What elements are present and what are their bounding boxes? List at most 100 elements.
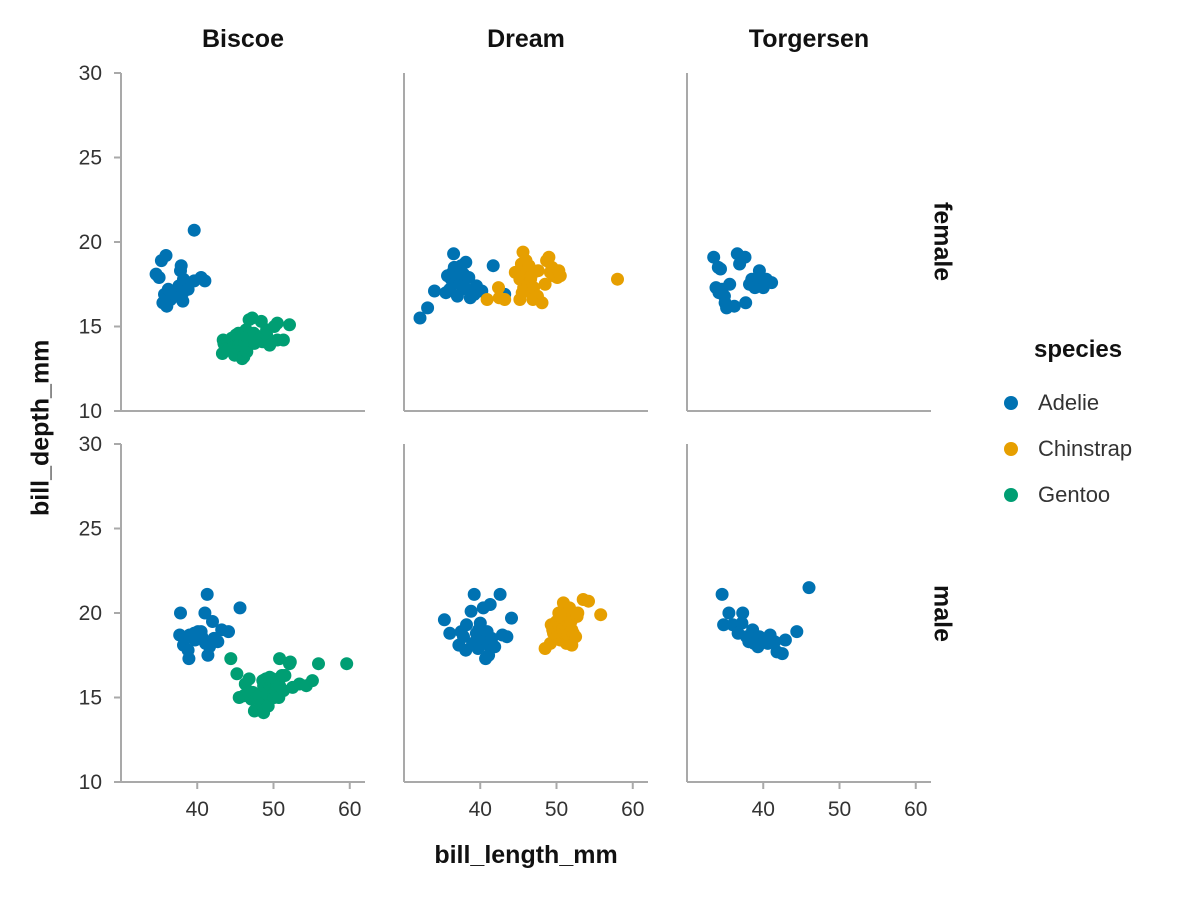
facet-title-torgersen: Torgersen (748, 25, 870, 53)
data-point-gentoo (305, 674, 319, 688)
data-point-adelie (727, 299, 741, 313)
data-point-chinstrap (498, 293, 512, 306)
data-point-chinstrap (480, 293, 494, 306)
data-point-adelie (715, 587, 729, 601)
facet-strip-male: male (928, 584, 957, 642)
y-tick-label: 10 (79, 400, 102, 423)
data-point-adelie (500, 630, 514, 644)
data-point-adelie (177, 272, 190, 286)
x-tick-label: 40 (752, 798, 775, 821)
y-tick-label: 10 (79, 771, 102, 794)
data-point-chinstrap (553, 269, 567, 283)
data-point-adelie (174, 606, 187, 620)
data-point-adelie (187, 223, 201, 237)
y-tick-label: 20 (79, 602, 102, 625)
data-point-adelie (413, 311, 427, 325)
data-point-adelie (182, 652, 196, 666)
data-point-adelie (483, 598, 497, 611)
gentoo-marker-icon (1004, 488, 1018, 502)
legend-item-chinstrap: Chinstrap (1004, 436, 1200, 462)
data-point-adelie (200, 587, 214, 601)
data-point-gentoo (270, 316, 284, 330)
data-point-gentoo (242, 672, 256, 686)
data-point-chinstrap (569, 630, 583, 644)
chinstrap-marker-icon (1004, 442, 1018, 456)
data-point-adelie (467, 587, 481, 601)
data-point-adelie (486, 259, 500, 273)
adelie-marker-icon (1004, 396, 1018, 410)
data-point-adelie (198, 274, 212, 288)
data-point-chinstrap (535, 296, 549, 310)
data-point-chinstrap (538, 277, 552, 291)
y-tick-label: 30 (79, 62, 102, 85)
data-point-adelie (421, 301, 435, 315)
data-point-adelie (471, 642, 485, 655)
data-point-chinstrap (582, 594, 595, 608)
data-point-adelie (447, 247, 461, 261)
data-point-gentoo (278, 669, 292, 682)
legend-label-adelie: Adelie (1038, 390, 1100, 415)
facet-title-dream: Dream (487, 25, 565, 53)
data-point-adelie (778, 633, 792, 647)
data-point-gentoo (273, 652, 287, 666)
data-point-adelie (735, 616, 749, 630)
data-point-adelie (460, 618, 473, 632)
y-tick-label: 20 (79, 231, 102, 254)
data-point-adelie (233, 601, 247, 615)
data-point-adelie (459, 255, 473, 269)
data-point-adelie (211, 635, 225, 649)
legend-label-chinstrap: Chinstrap (1038, 436, 1133, 461)
data-point-adelie (722, 606, 736, 620)
data-point-adelie (707, 250, 721, 264)
data-point-adelie (462, 271, 476, 284)
data-point-adelie (173, 628, 187, 642)
y-tick-label: 15 (79, 687, 102, 710)
y-axis-title: bill_depth_mm (26, 339, 55, 516)
data-point-adelie (457, 630, 470, 644)
data-point-adelie (723, 277, 737, 291)
data-point-adelie (739, 296, 753, 310)
y-tick-label: 25 (79, 518, 102, 541)
data-point-chinstrap (611, 272, 624, 286)
data-point-adelie (493, 587, 507, 601)
data-point-adelie (437, 613, 451, 627)
x-tick-label: 40 (186, 798, 209, 821)
x-tick-label: 40 (469, 798, 492, 821)
x-axis-title: bill_length_mm (434, 841, 618, 869)
y-tick-label: 15 (79, 316, 102, 339)
data-point-chinstrap (542, 250, 556, 264)
data-point-gentoo (283, 318, 296, 332)
legend-label-gentoo: Gentoo (1038, 482, 1111, 507)
facet-strip-female: female (928, 202, 957, 282)
data-point-adelie (488, 640, 502, 654)
data-point-gentoo (283, 655, 297, 669)
data-point-chinstrap (571, 606, 585, 620)
x-tick-label: 50 (545, 798, 568, 821)
data-point-adelie (736, 606, 750, 620)
data-point-gentoo (230, 667, 244, 681)
data-point-adelie (159, 249, 173, 262)
data-point-adelie (505, 611, 518, 625)
data-point-adelie (206, 615, 219, 628)
data-point-adelie (775, 647, 789, 661)
data-point-adelie (428, 284, 441, 298)
x-tick-label: 60 (904, 798, 927, 821)
data-point-chinstrap (531, 264, 545, 278)
data-point-adelie (464, 604, 478, 618)
x-tick-label: 50 (828, 798, 851, 821)
x-tick-label: 60 (338, 798, 361, 821)
data-point-adelie (450, 289, 464, 303)
data-point-adelie (765, 276, 779, 290)
data-point-chinstrap (543, 636, 557, 650)
data-point-adelie (738, 250, 752, 264)
data-point-adelie (768, 635, 782, 649)
legend-item-adelie: Adelie (1004, 390, 1200, 416)
y-tick-label: 30 (79, 433, 102, 456)
data-point-adelie (802, 581, 816, 595)
data-point-chinstrap (594, 608, 608, 622)
y-tick-label: 25 (79, 147, 102, 170)
data-point-gentoo (340, 657, 354, 671)
data-point-adelie (198, 606, 212, 620)
